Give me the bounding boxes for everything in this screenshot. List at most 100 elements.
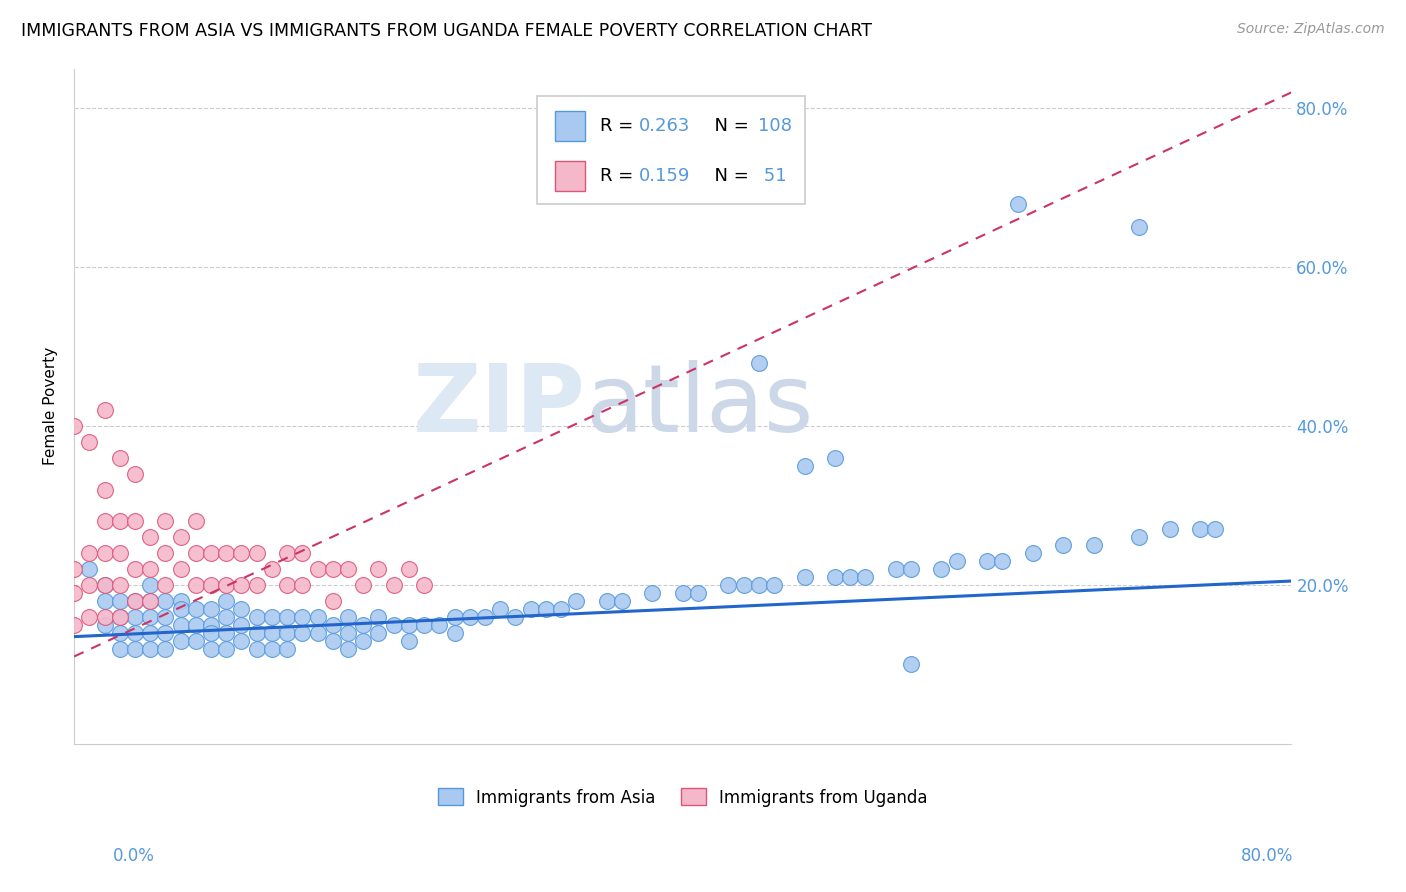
Point [124,594,146,608]
Point [169,594,191,608]
Text: 80.0%: 80.0% [1241,847,1294,865]
Point [534,602,557,616]
Point [231,633,253,648]
Point [672,586,695,600]
Point [291,609,314,624]
Point [139,594,162,608]
Text: 0.0%: 0.0% [112,847,155,865]
Point [169,633,191,648]
Point [215,546,238,560]
Text: 0.263: 0.263 [638,117,690,136]
Point [733,578,755,592]
Point [79,546,101,560]
Point [291,578,314,592]
Point [155,578,177,592]
Point [200,625,222,640]
Point [184,633,207,648]
Point [93,617,115,632]
Point [184,617,207,632]
Point [155,594,177,608]
Point [79,434,101,449]
Point [686,586,709,600]
Point [322,594,344,608]
Point [200,641,222,656]
Point [382,617,405,632]
Point [763,578,786,592]
Point [443,625,465,640]
Point [155,625,177,640]
Point [246,578,269,592]
Point [276,578,298,592]
Point [474,609,496,624]
Point [839,570,862,584]
Point [169,602,191,616]
Point [1083,538,1105,552]
Point [93,515,115,529]
Point [641,586,664,600]
Point [63,586,86,600]
Point [124,609,146,624]
Point [108,578,131,592]
Point [276,641,298,656]
Point [1128,530,1150,544]
Point [853,570,876,584]
Point [458,609,481,624]
Point [748,578,770,592]
Point [489,602,512,616]
Point [93,578,115,592]
Point [337,562,360,576]
Point [596,594,619,608]
Point [1052,538,1074,552]
Text: R =: R = [600,167,638,186]
Point [108,609,131,624]
Point [215,625,238,640]
Point [93,609,115,624]
Point [276,546,298,560]
Text: atlas: atlas [585,360,814,452]
Point [1189,522,1212,536]
Point [93,483,115,497]
Point [63,419,86,434]
Point [169,530,191,544]
Text: IMMIGRANTS FROM ASIA VS IMMIGRANTS FROM UGANDA FEMALE POVERTY CORRELATION CHART: IMMIGRANTS FROM ASIA VS IMMIGRANTS FROM … [21,22,872,40]
FancyBboxPatch shape [555,161,585,192]
Point [1204,522,1226,536]
Point [991,554,1014,568]
Text: 0.159: 0.159 [638,167,690,186]
Point [108,450,131,465]
Point [93,594,115,608]
Point [307,609,329,624]
Point [124,515,146,529]
Point [139,641,162,656]
Legend: Immigrants from Asia, Immigrants from Uganda: Immigrants from Asia, Immigrants from Ug… [432,781,934,814]
Point [337,609,360,624]
Point [322,633,344,648]
Point [443,609,465,624]
Point [63,562,86,576]
Point [79,609,101,624]
Point [231,578,253,592]
Point [155,641,177,656]
Point [382,578,405,592]
Point [824,570,846,584]
Point [108,546,131,560]
Point [108,594,131,608]
Text: Source: ZipAtlas.com: Source: ZipAtlas.com [1237,22,1385,37]
Point [215,609,238,624]
Point [398,633,420,648]
Point [200,617,222,632]
Point [155,609,177,624]
Point [139,530,162,544]
Point [79,562,101,576]
Point [108,641,131,656]
Point [93,578,115,592]
Point [231,602,253,616]
Point [565,594,588,608]
Point [124,641,146,656]
Point [1159,522,1181,536]
Point [93,403,115,417]
Point [124,625,146,640]
Point [260,609,283,624]
Point [215,594,238,608]
Point [900,657,922,672]
